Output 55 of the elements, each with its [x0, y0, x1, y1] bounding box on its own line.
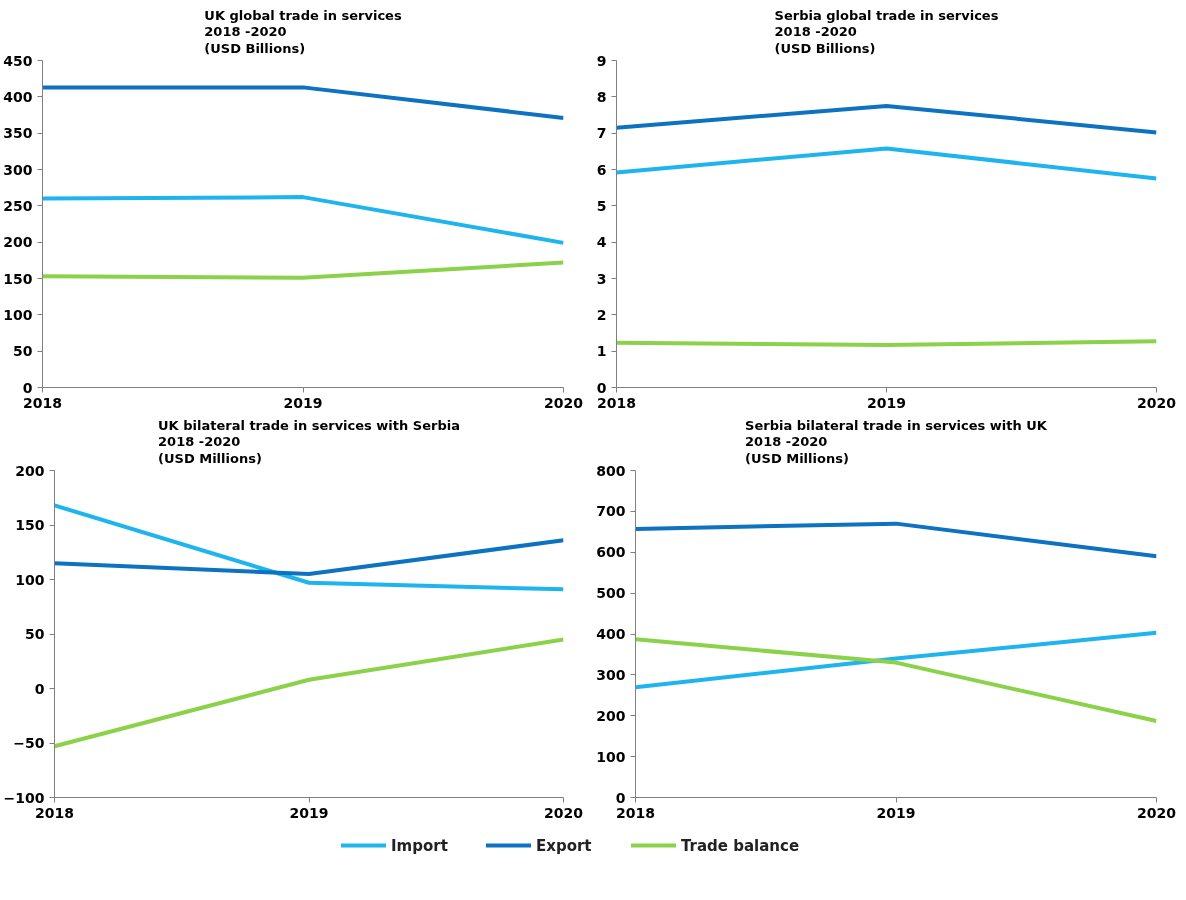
- chart-title: Serbia bilateral trade in services with UK 2018 -2020 (USD Millions): [745, 417, 1048, 466]
- y-tick-label: 800: [596, 462, 626, 479]
- y-tick-label: 100: [3, 306, 33, 323]
- y-tick-label: 3: [596, 270, 607, 287]
- x-tick-label: 2019: [289, 804, 329, 821]
- y-tick-label: 300: [3, 161, 33, 178]
- x-tick-label: 2019: [283, 394, 323, 411]
- y-tick-label: 0: [596, 379, 607, 396]
- y-tick-label: 100: [15, 571, 45, 588]
- x-tick-label: 2018: [23, 394, 62, 411]
- y-tick-label: 600: [596, 544, 626, 561]
- y-tick-label: 450: [3, 52, 33, 69]
- y-tick-label: 50: [13, 343, 33, 360]
- chart-title: UK bilateral trade in services with Serbia 2018 -2020 (USD Millions): [158, 417, 460, 466]
- y-tick-label: 100: [596, 748, 626, 765]
- y-tick-label: 7: [596, 125, 607, 142]
- chart-title: Serbia global trade in services 2018 -2020 (USD Billions): [774, 7, 999, 56]
- x-tick-label: 2020: [1137, 804, 1177, 821]
- y-tick-label: 150: [3, 270, 33, 287]
- legend-label: Trade balance: [681, 836, 800, 855]
- y-tick-label: 400: [596, 626, 626, 642]
- y-tick-label: −50: [13, 735, 45, 751]
- y-tick-label: 200: [596, 707, 626, 724]
- y-tick-label: 8: [596, 88, 607, 105]
- y-tick-label: 0: [615, 789, 626, 806]
- x-tick-label: 2019: [867, 394, 906, 411]
- y-tick-label: 0: [34, 680, 45, 697]
- x-tick-label: 2018: [616, 804, 655, 821]
- chart-title: UK global trade in services 2018 -2020 (USD Billions): [204, 7, 402, 56]
- y-tick-label: 4: [596, 234, 607, 251]
- y-tick-label: 200: [3, 234, 33, 251]
- legend-label: Import: [391, 836, 448, 855]
- y-tick-label: 250: [3, 197, 33, 214]
- y-tick-label: 700: [596, 503, 626, 520]
- y-tick-label: −100: [3, 789, 45, 806]
- y-tick-label: 300: [596, 666, 626, 683]
- legend-label: Export: [536, 836, 592, 855]
- y-tick-label: 500: [596, 585, 626, 602]
- y-tick-label: 5: [596, 197, 607, 214]
- y-tick-label: 2: [596, 306, 607, 323]
- y-tick-label: 0: [22, 379, 33, 396]
- y-tick-label: 9: [596, 52, 607, 69]
- x-tick-label: 2020: [544, 394, 584, 411]
- x-tick-label: 2020: [544, 804, 584, 821]
- y-tick-label: 6: [596, 161, 607, 178]
- y-tick-label: 1: [596, 343, 607, 360]
- y-tick-label: 150: [15, 517, 45, 533]
- x-tick-label: 2018: [597, 394, 636, 411]
- y-tick-label: 200: [15, 462, 45, 479]
- x-tick-label: 2018: [35, 804, 74, 821]
- y-tick-label: 350: [3, 125, 33, 142]
- x-tick-label: 2019: [876, 804, 916, 821]
- x-tick-label: 2020: [1137, 394, 1177, 411]
- y-tick-label: 50: [25, 626, 45, 642]
- y-tick-label: 400: [3, 88, 33, 105]
